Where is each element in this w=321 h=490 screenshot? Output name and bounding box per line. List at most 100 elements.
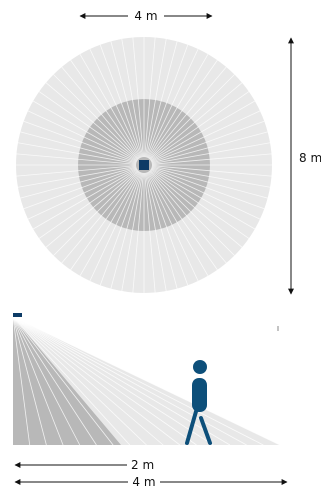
coverage-rays (16, 37, 272, 293)
side-coverage-rays (12, 316, 281, 446)
top-view: 4 m 8 m (16, 9, 321, 295)
side-coverage-ray (12, 316, 114, 446)
coverage-ray (147, 48, 199, 158)
coverage-ray (70, 171, 140, 271)
coverage-ray (147, 171, 209, 277)
side-coverage-ray (12, 316, 31, 446)
inner-range-label: 2 m (131, 458, 154, 472)
top-width-label: 4 m (134, 9, 157, 23)
coverage-ray (110, 172, 143, 289)
side-coverage-ray (12, 316, 264, 446)
side-coverage-ray (12, 316, 47, 446)
coverage-ray (150, 100, 256, 162)
coverage-ray (151, 142, 271, 165)
coverage-ray (53, 74, 139, 160)
coverage-ray (79, 171, 141, 277)
coverage-ray (151, 166, 268, 199)
coverage-ray (150, 169, 250, 239)
coverage-ray (145, 41, 178, 158)
coverage-ray (146, 44, 189, 158)
coverage-ray (149, 82, 243, 161)
coverage-ray (45, 169, 139, 248)
coverage-ray (148, 59, 218, 159)
outer-range-dimension: 4 m (14, 475, 288, 489)
coverage-ray (110, 41, 143, 158)
coverage-ray (27, 110, 137, 162)
coverage-ray (38, 91, 138, 161)
side-coverage-ray (12, 316, 214, 446)
coverage-ray (53, 170, 139, 256)
coverage-ray (148, 66, 227, 160)
top-height-label: 8 m (299, 151, 321, 165)
coverage-ray (17, 142, 137, 165)
coverage-ray (121, 38, 144, 158)
coverage-ray (144, 38, 167, 158)
coverage-ray (99, 172, 142, 286)
coverage-ray (150, 168, 256, 230)
coverage-ray (150, 91, 250, 161)
coverage-ray (151, 167, 265, 210)
coverage-ray (20, 166, 137, 199)
side-coverage-ray (12, 316, 147, 446)
top-width-dimension: 4 m (79, 9, 213, 23)
coverage-ray (89, 48, 141, 158)
coverage-ray (132, 37, 144, 158)
outer-range-label: 4 m (132, 475, 155, 489)
coverage-ray (16, 165, 137, 177)
coverage-ray (151, 110, 261, 162)
walking-person-icon (185, 360, 212, 445)
side-coverage-ray (12, 316, 64, 446)
side-coverage-ray (12, 316, 97, 446)
coverage-ray (32, 168, 138, 230)
coverage-ray (144, 172, 167, 292)
inner-range-dimension: 2 m (14, 458, 154, 472)
coverage-ray (20, 131, 137, 164)
side-coverage-ray (12, 316, 131, 446)
coverage-ray (151, 120, 265, 163)
coverage-ray (132, 172, 144, 293)
coverage-ray (151, 153, 272, 165)
coverage-ray (16, 153, 137, 165)
side-coverage-ray (12, 316, 247, 446)
sensor-square-icon (139, 160, 149, 170)
coverage-ray (151, 165, 272, 177)
coverage-ray (121, 172, 144, 292)
side-coverage-ray (12, 316, 181, 446)
side-coverage-ray (12, 316, 81, 446)
coverage-ray (146, 172, 189, 286)
coverage-ray (23, 120, 137, 163)
side-coverage-ray (12, 316, 164, 446)
coverage-ray (23, 167, 137, 210)
side-coverage-ray (12, 316, 281, 446)
coverage-ray (144, 37, 156, 158)
coverage-ray (99, 44, 142, 158)
coverage-ray (145, 172, 178, 289)
coverage-ray (89, 172, 141, 282)
top-height-dimension: 8 m (288, 37, 321, 295)
coverage-ray (148, 170, 227, 264)
coverage-ray (148, 171, 218, 271)
coverage-ray (151, 165, 271, 188)
side-coverage-ray (12, 316, 197, 446)
coverage-ray (144, 172, 156, 293)
coverage-ray (32, 100, 138, 162)
inner-detection-cone (13, 317, 121, 445)
side-view: 2 m 4 m (12, 313, 288, 489)
coverage-ray (149, 169, 243, 248)
coverage-ray (61, 66, 140, 160)
coverage-ray (27, 168, 137, 220)
sensor-wall-icon (13, 313, 22, 317)
coverage-ray (79, 53, 141, 159)
coverage-ray (151, 168, 261, 220)
coverage-ray (70, 59, 140, 159)
coverage-ray (147, 172, 199, 282)
coverage-ray (147, 53, 209, 159)
coverage-ray (149, 74, 235, 160)
coverage-ray (17, 165, 137, 188)
coverage-ray (149, 170, 235, 256)
coverage-ray (45, 82, 139, 161)
coverage-ray (151, 131, 268, 164)
coverage-ray (38, 169, 138, 239)
coverage-ray (61, 170, 140, 264)
